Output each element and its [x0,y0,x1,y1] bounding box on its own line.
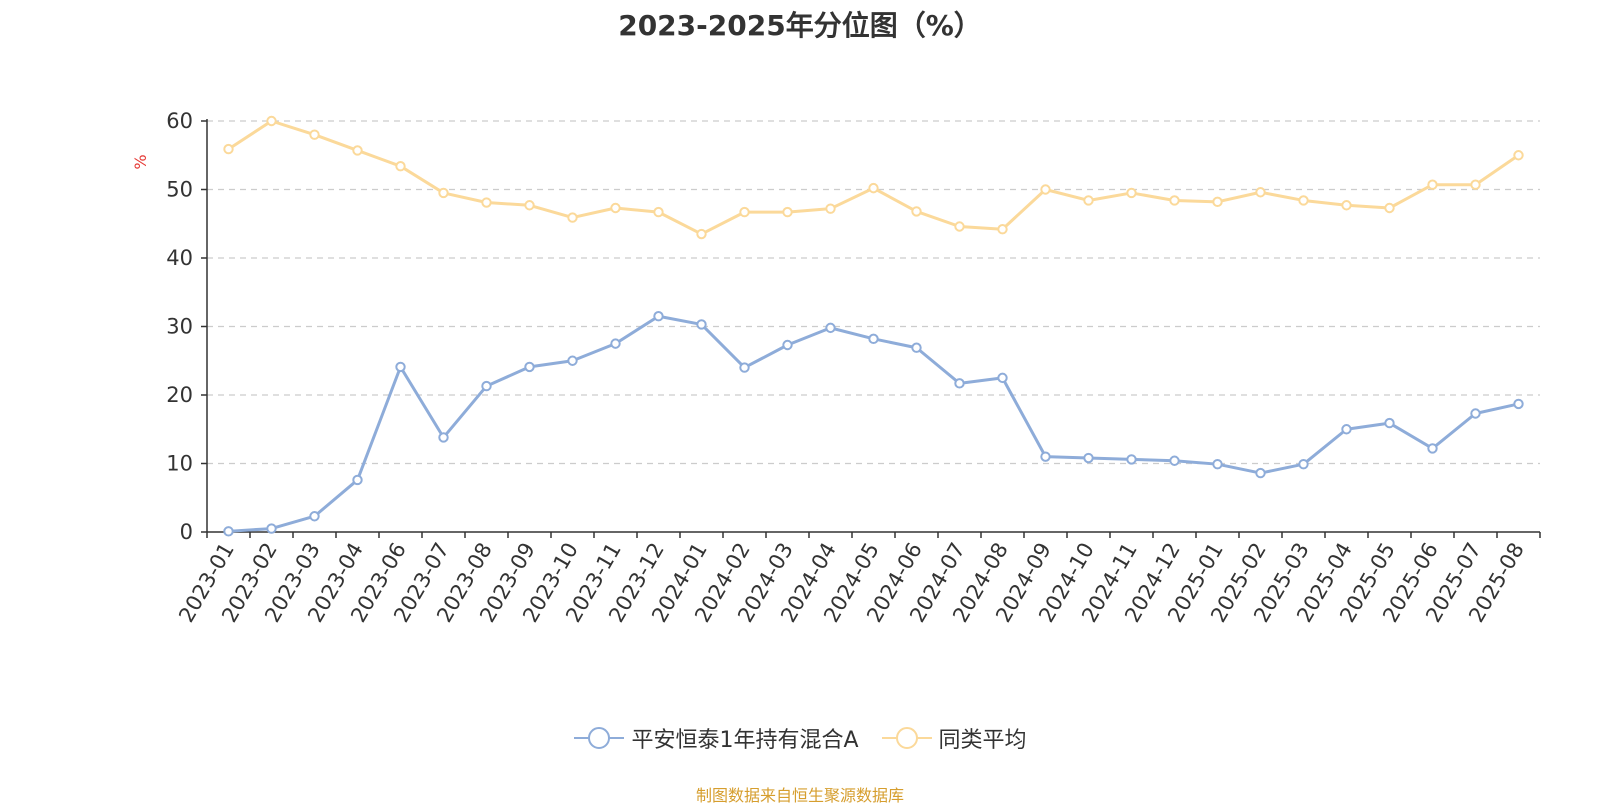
data-point [567,212,578,223]
y-tick-label: 20 [166,383,193,407]
data-point [825,203,836,214]
data-point [352,474,363,486]
data-point [782,206,793,218]
data-point [524,200,535,211]
data-point [1427,443,1438,454]
y-tick-label: 0 [180,520,193,544]
data-point [1427,179,1438,190]
data-point [1513,398,1524,410]
data-point [911,206,922,217]
data-point [223,143,234,155]
data-point [524,361,535,373]
data-point [954,378,965,389]
data-point [481,380,492,392]
data-point [1126,187,1137,199]
y-tick-label: 60 [166,109,193,133]
data-point [1384,417,1395,429]
data-point [1169,195,1180,206]
data-point [481,197,492,208]
data-point [1212,458,1223,470]
data-point [1298,458,1309,470]
data-point [1040,184,1051,195]
data-point [309,129,320,140]
data-point [438,432,449,443]
legend-circle [588,727,611,749]
y-tick-label: 50 [166,178,193,202]
data-point [868,182,879,194]
data-point [1298,195,1309,206]
legend-label: 平安恒泰1年持有混合A [631,728,859,753]
legend-label: 同类平均 [938,728,1027,753]
data-point [395,361,406,373]
data-point [954,221,965,232]
legend-circle [895,727,918,749]
legend: 平安恒泰1年持有混合A 同类平均 [0,722,1600,754]
data-point [1341,424,1352,435]
series-line-1 [227,119,1520,236]
data-point [997,224,1008,235]
data-point [567,355,578,366]
data-point [438,187,449,199]
legend-item-1[interactable]: 同类平均 [881,722,1027,754]
data-point [610,202,621,214]
source-note: 制图数据来自恒生聚源数据库 [695,786,904,805]
data-point [653,206,664,218]
data-point [997,372,1008,384]
y-axis-label: % [131,154,150,169]
data-point [1384,202,1395,214]
axes [201,119,1541,538]
data-point [266,523,277,534]
data-point [1513,150,1524,161]
data-point [266,115,277,127]
data-point [782,339,793,351]
y-tick-label: 10 [166,452,193,476]
data-point [223,526,234,537]
data-point [309,511,320,522]
series-line-0 [228,314,1519,533]
data-point [1212,196,1223,208]
y-tick-label: 30 [166,315,193,339]
data-point [1083,452,1094,464]
data-point [1169,455,1180,466]
data-point [1470,408,1481,419]
tick-labels: 01020304050602023-012023-022023-032023-0… [166,109,1529,626]
data-point [1341,200,1352,211]
data-point [911,342,922,353]
legend-marker-icon [574,727,625,749]
data-point [696,228,707,240]
data-point [696,319,707,330]
data-point [653,311,664,322]
data-point [1040,451,1051,462]
data-point [352,145,363,156]
data-point [610,338,621,349]
data-point [1255,187,1266,198]
legend-item-0[interactable]: 平安恒泰1年持有混合A [573,722,859,754]
data-point [739,206,750,218]
data-point [739,362,750,373]
data-point [825,322,836,334]
data-point [1083,195,1094,206]
data-point [1126,454,1137,465]
data-point [868,333,879,345]
data-point [395,161,406,172]
series-lines [223,115,1524,537]
y-tick-label: 40 [166,246,193,270]
data-point [1255,467,1266,479]
chart-title: 2023-2025年分位图（%） [618,9,982,42]
data-point [1470,179,1481,190]
legend-marker-icon [881,727,932,749]
grid-lines [207,120,1540,465]
